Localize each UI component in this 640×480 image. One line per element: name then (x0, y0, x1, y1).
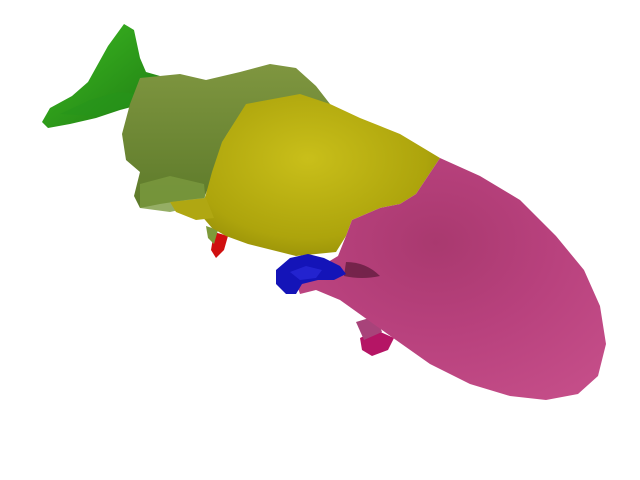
mid-body-segment (200, 94, 440, 256)
head-segment (296, 158, 606, 400)
